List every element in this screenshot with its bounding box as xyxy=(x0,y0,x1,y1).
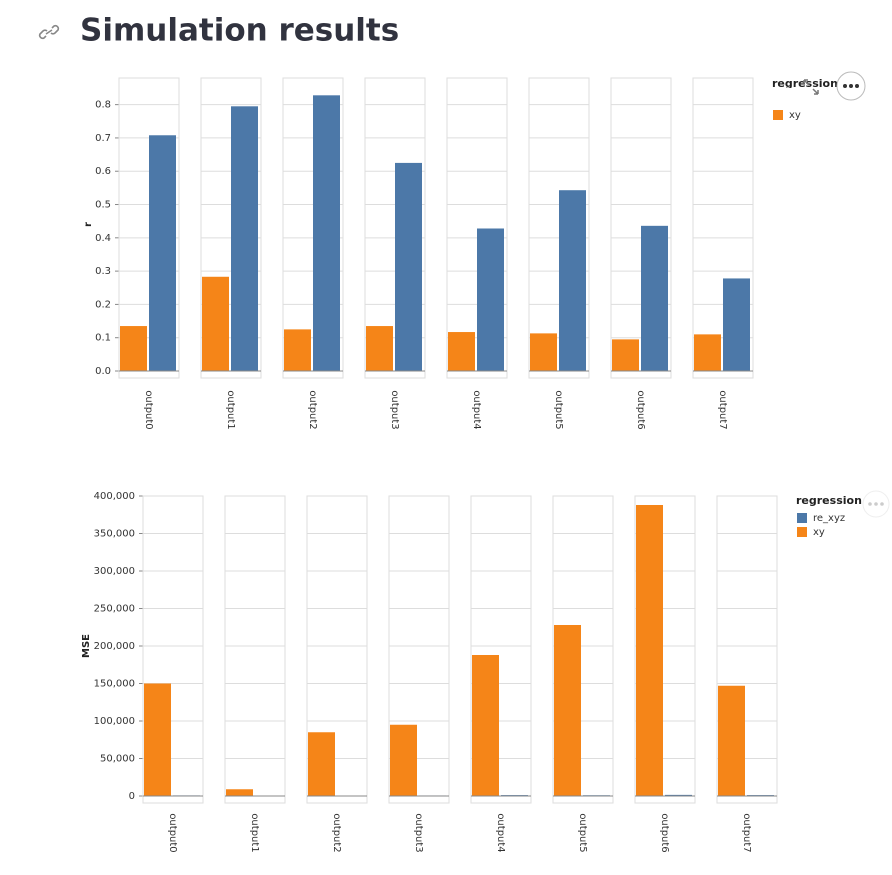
y-tick-label: 0.3 xyxy=(95,266,111,277)
legend-label: xy xyxy=(789,110,801,121)
bar xyxy=(612,339,639,371)
facet-cell xyxy=(118,77,180,379)
y-tick-label: 150,000 xyxy=(94,679,135,690)
facet-label: output5 xyxy=(577,813,588,852)
bar xyxy=(448,332,475,371)
bar xyxy=(694,334,721,371)
facet-cell xyxy=(528,77,590,379)
facet-cell xyxy=(200,77,262,379)
bar xyxy=(313,95,340,372)
facet-label: output7 xyxy=(741,813,752,852)
bar xyxy=(120,326,147,371)
facet-label: output4 xyxy=(471,390,482,429)
bar xyxy=(395,162,422,371)
page-title: Simulation results xyxy=(80,13,399,49)
y-tick-label: 0.1 xyxy=(95,333,111,344)
legend-swatch xyxy=(773,110,783,120)
bar xyxy=(231,106,258,371)
legend-title: regression xyxy=(772,77,838,90)
bar xyxy=(390,724,417,796)
y-tick-label: 250,000 xyxy=(94,604,135,615)
y-axis-title: r xyxy=(83,222,94,227)
legend-label: xy xyxy=(813,527,825,538)
legend-swatch xyxy=(797,527,807,537)
bar xyxy=(149,135,176,371)
bar xyxy=(723,278,750,371)
toolbar-bg xyxy=(766,88,826,110)
y-tick-label: 0.6 xyxy=(95,166,111,177)
y-tick-label: 0.2 xyxy=(95,299,111,310)
y-tick-label: 0.5 xyxy=(95,200,111,211)
bar xyxy=(477,228,504,371)
bar xyxy=(366,326,393,371)
bar xyxy=(559,190,586,371)
y-tick-label: 100,000 xyxy=(94,716,135,727)
facet-label: output1 xyxy=(249,813,260,852)
facet-label: output6 xyxy=(659,813,670,852)
y-tick-label: 300,000 xyxy=(94,566,135,577)
y-tick-label: 0.0 xyxy=(95,366,111,377)
legend-title: regression xyxy=(796,494,862,507)
menu-dots xyxy=(868,502,884,506)
bar xyxy=(554,625,581,796)
y-tick-label: 200,000 xyxy=(94,641,135,652)
bar xyxy=(636,505,663,796)
facet-label: output3 xyxy=(389,390,400,429)
y-tick-label: 0 xyxy=(129,791,135,802)
facet-label: output6 xyxy=(635,390,646,429)
y-tick-label: 0.8 xyxy=(95,100,111,111)
link-icon[interactable] xyxy=(38,24,60,40)
bar xyxy=(472,655,499,796)
facet-cell xyxy=(610,77,672,379)
facet-label: output3 xyxy=(413,813,424,852)
facet-cell xyxy=(364,77,426,379)
facet-label: output1 xyxy=(225,390,236,429)
facet-label: output4 xyxy=(495,813,506,852)
y-tick-label: 350,000 xyxy=(94,529,135,540)
facet-cell xyxy=(282,77,344,379)
facet-label: output5 xyxy=(553,390,564,429)
y-tick-label: 0.7 xyxy=(95,133,111,144)
chart-r: 0.0 0.1 0.2 0.3 0.4 0.5 0.6 0.7 0.8 r output0 outpu… xyxy=(83,77,838,430)
facet-label: output7 xyxy=(717,390,728,429)
legend-swatch xyxy=(797,513,807,523)
bar xyxy=(144,683,171,796)
facet-cell xyxy=(692,77,754,379)
bar xyxy=(718,685,745,796)
bar xyxy=(641,225,668,371)
legend-label: re_xyz xyxy=(813,513,845,524)
chart-mse: 0 50,000 100,000 150,000 200,000 250,000 300,0… xyxy=(81,491,862,853)
bar xyxy=(202,276,229,371)
facet-cell xyxy=(446,77,508,379)
menu-dots xyxy=(843,84,859,88)
facet-label: output0 xyxy=(167,813,178,852)
facet-label: output2 xyxy=(307,390,318,429)
y-tick-label: 0.4 xyxy=(95,233,111,244)
facet-label: output2 xyxy=(331,813,342,852)
y-axis-title: MSE xyxy=(81,634,92,658)
chart-toolbar xyxy=(766,71,890,518)
y-tick-label: 50,000 xyxy=(100,754,135,765)
facet-cell xyxy=(224,495,286,804)
bar xyxy=(284,329,311,371)
y-tick-label: 400,000 xyxy=(94,491,135,502)
bar xyxy=(665,794,692,796)
bar xyxy=(530,333,557,371)
facet-label: output0 xyxy=(143,390,154,429)
bar xyxy=(308,732,335,796)
fullscreen-button[interactable] xyxy=(803,79,819,95)
bar xyxy=(226,789,253,796)
